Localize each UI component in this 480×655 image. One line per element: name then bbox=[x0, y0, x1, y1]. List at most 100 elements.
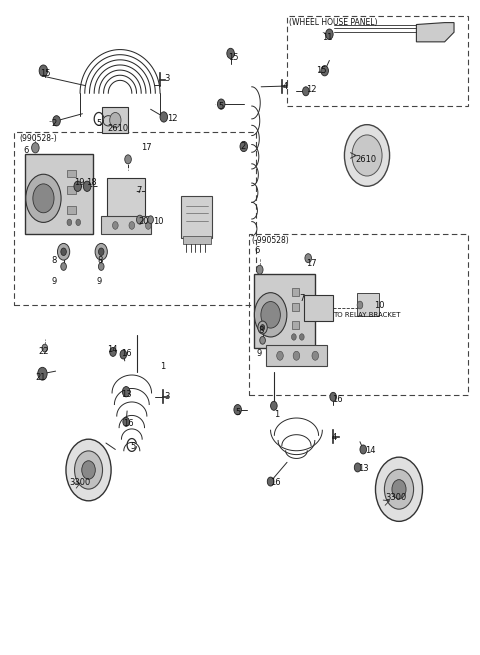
Text: 15: 15 bbox=[316, 66, 327, 75]
Circle shape bbox=[33, 184, 54, 213]
Circle shape bbox=[312, 351, 319, 360]
FancyBboxPatch shape bbox=[182, 236, 211, 244]
Circle shape bbox=[258, 321, 267, 334]
Text: 2: 2 bbox=[240, 142, 245, 151]
Circle shape bbox=[227, 48, 234, 58]
Circle shape bbox=[357, 301, 363, 309]
Circle shape bbox=[122, 386, 130, 397]
Circle shape bbox=[291, 334, 296, 340]
FancyBboxPatch shape bbox=[102, 107, 128, 133]
Circle shape bbox=[261, 301, 280, 328]
Circle shape bbox=[375, 457, 422, 521]
Text: 1: 1 bbox=[160, 362, 165, 371]
Text: (990528-): (990528-) bbox=[19, 134, 57, 143]
Circle shape bbox=[129, 221, 134, 229]
Text: 13: 13 bbox=[359, 464, 369, 473]
Text: 3: 3 bbox=[165, 392, 170, 402]
Circle shape bbox=[384, 470, 414, 509]
Text: 19: 19 bbox=[74, 178, 85, 187]
Circle shape bbox=[300, 334, 304, 340]
Circle shape bbox=[39, 65, 48, 77]
Text: 5: 5 bbox=[219, 102, 224, 111]
Text: 5: 5 bbox=[96, 119, 102, 128]
Text: 2: 2 bbox=[52, 119, 57, 128]
Text: 3300: 3300 bbox=[385, 493, 406, 502]
Circle shape bbox=[217, 99, 225, 109]
Text: 12: 12 bbox=[167, 115, 178, 123]
Circle shape bbox=[260, 337, 265, 344]
Text: 9: 9 bbox=[256, 348, 262, 358]
Text: 15: 15 bbox=[40, 69, 50, 79]
Circle shape bbox=[325, 29, 333, 39]
Circle shape bbox=[95, 244, 108, 260]
FancyBboxPatch shape bbox=[25, 154, 93, 234]
Text: 14: 14 bbox=[365, 446, 375, 455]
Circle shape bbox=[261, 325, 264, 330]
Text: 15: 15 bbox=[228, 54, 239, 62]
Circle shape bbox=[110, 113, 121, 128]
Circle shape bbox=[32, 143, 39, 153]
Circle shape bbox=[234, 405, 241, 415]
Text: 7: 7 bbox=[136, 186, 142, 195]
Circle shape bbox=[74, 451, 103, 489]
Text: 9: 9 bbox=[97, 277, 102, 286]
Circle shape bbox=[76, 219, 81, 225]
Circle shape bbox=[256, 265, 263, 274]
FancyBboxPatch shape bbox=[266, 345, 327, 366]
FancyBboxPatch shape bbox=[254, 274, 315, 348]
Text: 8: 8 bbox=[97, 256, 102, 265]
Circle shape bbox=[293, 351, 300, 360]
Text: 2610: 2610 bbox=[355, 155, 376, 164]
Circle shape bbox=[123, 417, 130, 426]
Text: (WHEEL HOUSE PANEL): (WHEEL HOUSE PANEL) bbox=[289, 18, 378, 27]
Polygon shape bbox=[416, 22, 454, 42]
Text: 5: 5 bbox=[131, 442, 136, 451]
Circle shape bbox=[120, 350, 127, 359]
Text: 8: 8 bbox=[52, 256, 57, 265]
FancyBboxPatch shape bbox=[101, 216, 151, 234]
FancyBboxPatch shape bbox=[181, 196, 212, 238]
FancyBboxPatch shape bbox=[67, 206, 75, 214]
Circle shape bbox=[61, 248, 66, 255]
Text: 10: 10 bbox=[153, 217, 164, 226]
FancyBboxPatch shape bbox=[304, 295, 333, 321]
Circle shape bbox=[112, 221, 118, 229]
Circle shape bbox=[42, 344, 48, 352]
Circle shape bbox=[360, 445, 367, 454]
Text: 16: 16 bbox=[123, 419, 134, 428]
Circle shape bbox=[74, 181, 82, 191]
Text: 20: 20 bbox=[139, 217, 149, 226]
Circle shape bbox=[321, 66, 328, 76]
Text: 17: 17 bbox=[306, 259, 316, 268]
Circle shape bbox=[38, 367, 47, 380]
Circle shape bbox=[98, 248, 104, 255]
Text: 3300: 3300 bbox=[70, 478, 91, 487]
Circle shape bbox=[61, 263, 66, 271]
Text: 2610: 2610 bbox=[108, 124, 129, 133]
Circle shape bbox=[148, 215, 154, 223]
FancyBboxPatch shape bbox=[357, 293, 379, 316]
Circle shape bbox=[110, 347, 116, 356]
Circle shape bbox=[305, 253, 312, 263]
Circle shape bbox=[267, 477, 274, 486]
Circle shape bbox=[66, 440, 111, 501]
Circle shape bbox=[302, 86, 309, 96]
Text: 4: 4 bbox=[332, 434, 337, 442]
Circle shape bbox=[82, 460, 96, 479]
Text: TO RELAY BRACKET: TO RELAY BRACKET bbox=[333, 312, 401, 318]
Text: 14: 14 bbox=[108, 345, 118, 354]
Text: 1: 1 bbox=[274, 409, 279, 419]
Text: 11: 11 bbox=[323, 33, 333, 42]
Text: 6: 6 bbox=[254, 246, 260, 255]
Ellipse shape bbox=[103, 116, 113, 126]
Text: 17: 17 bbox=[141, 143, 152, 152]
Text: 18: 18 bbox=[86, 178, 97, 187]
Text: 16: 16 bbox=[121, 348, 132, 358]
FancyBboxPatch shape bbox=[292, 303, 300, 310]
FancyBboxPatch shape bbox=[292, 322, 300, 329]
Text: 8: 8 bbox=[259, 326, 264, 335]
Text: 9: 9 bbox=[52, 277, 57, 286]
FancyBboxPatch shape bbox=[292, 288, 300, 296]
Text: 10: 10 bbox=[374, 301, 384, 310]
Text: 13: 13 bbox=[121, 390, 132, 399]
